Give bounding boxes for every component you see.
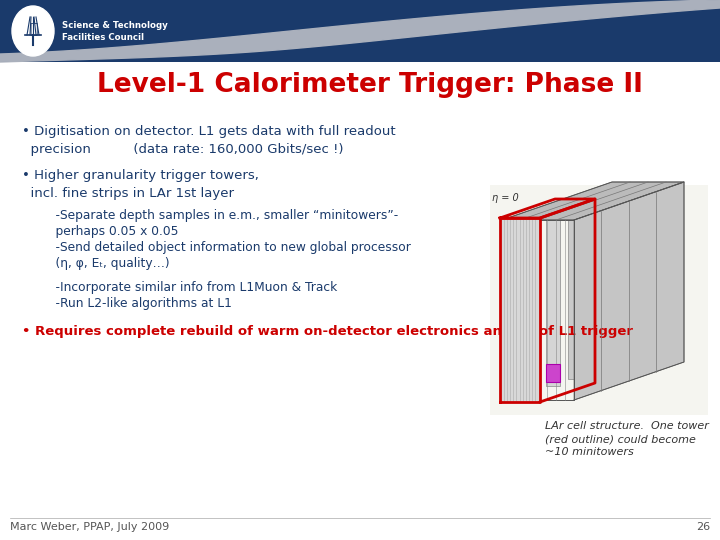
Text: -Incorporate similar info from L1Muon & Track: -Incorporate similar info from L1Muon & … — [40, 281, 337, 294]
Polygon shape — [524, 216, 538, 393]
Text: Level-1 Calorimeter Trigger: Phase II: Level-1 Calorimeter Trigger: Phase II — [97, 72, 643, 98]
Text: • Digitisation on detector. L1 gets data with full readout: • Digitisation on detector. L1 gets data… — [22, 125, 395, 138]
Polygon shape — [568, 208, 582, 379]
Text: Science & Technology: Science & Technology — [62, 22, 168, 30]
Bar — [546, 364, 560, 382]
Text: • Higher granularity trigger towers,: • Higher granularity trigger towers, — [22, 169, 259, 182]
Text: • Requires complete rebuild of warm on-detector electronics and all of L1 trigge: • Requires complete rebuild of warm on-d… — [22, 325, 633, 338]
Bar — [490, 185, 708, 415]
Polygon shape — [501, 219, 539, 401]
Text: incl. fine strips in LAr 1st layer: incl. fine strips in LAr 1st layer — [22, 187, 234, 200]
Text: Marc Weber, PPAP, July 2009: Marc Weber, PPAP, July 2009 — [10, 522, 169, 532]
Text: precision          (data rate: 160,000 Gbits/sec !): precision (data rate: 160,000 Gbits/sec … — [22, 143, 343, 156]
Polygon shape — [574, 182, 684, 400]
Bar — [0, 0, 720, 62]
Text: η = 0: η = 0 — [492, 193, 518, 203]
Text: -Separate depth samples in e.m., smaller “minitowers”-: -Separate depth samples in e.m., smaller… — [40, 209, 398, 222]
Text: (red outline) could become: (red outline) could become — [545, 434, 696, 444]
Polygon shape — [502, 182, 684, 220]
Text: 🌿: 🌿 — [29, 22, 37, 36]
Text: 26: 26 — [696, 522, 710, 532]
Polygon shape — [0, 0, 720, 62]
Polygon shape — [502, 220, 516, 400]
Polygon shape — [590, 204, 604, 372]
Text: Facilities Council: Facilities Council — [62, 33, 144, 43]
Text: (η, φ, Eₜ, quality…): (η, φ, Eₜ, quality…) — [40, 257, 170, 270]
Text: ~10 minitowers: ~10 minitowers — [545, 447, 634, 457]
Text: LAr cell structure.  One tower: LAr cell structure. One tower — [545, 421, 709, 431]
Ellipse shape — [12, 6, 54, 56]
Text: -Run L2-like algorithms at L1: -Run L2-like algorithms at L1 — [40, 297, 232, 310]
Text: -Send detailed object information to new global processor: -Send detailed object information to new… — [40, 241, 411, 254]
Text: perhaps 0.05 x 0.05: perhaps 0.05 x 0.05 — [40, 225, 179, 238]
Polygon shape — [546, 212, 560, 386]
